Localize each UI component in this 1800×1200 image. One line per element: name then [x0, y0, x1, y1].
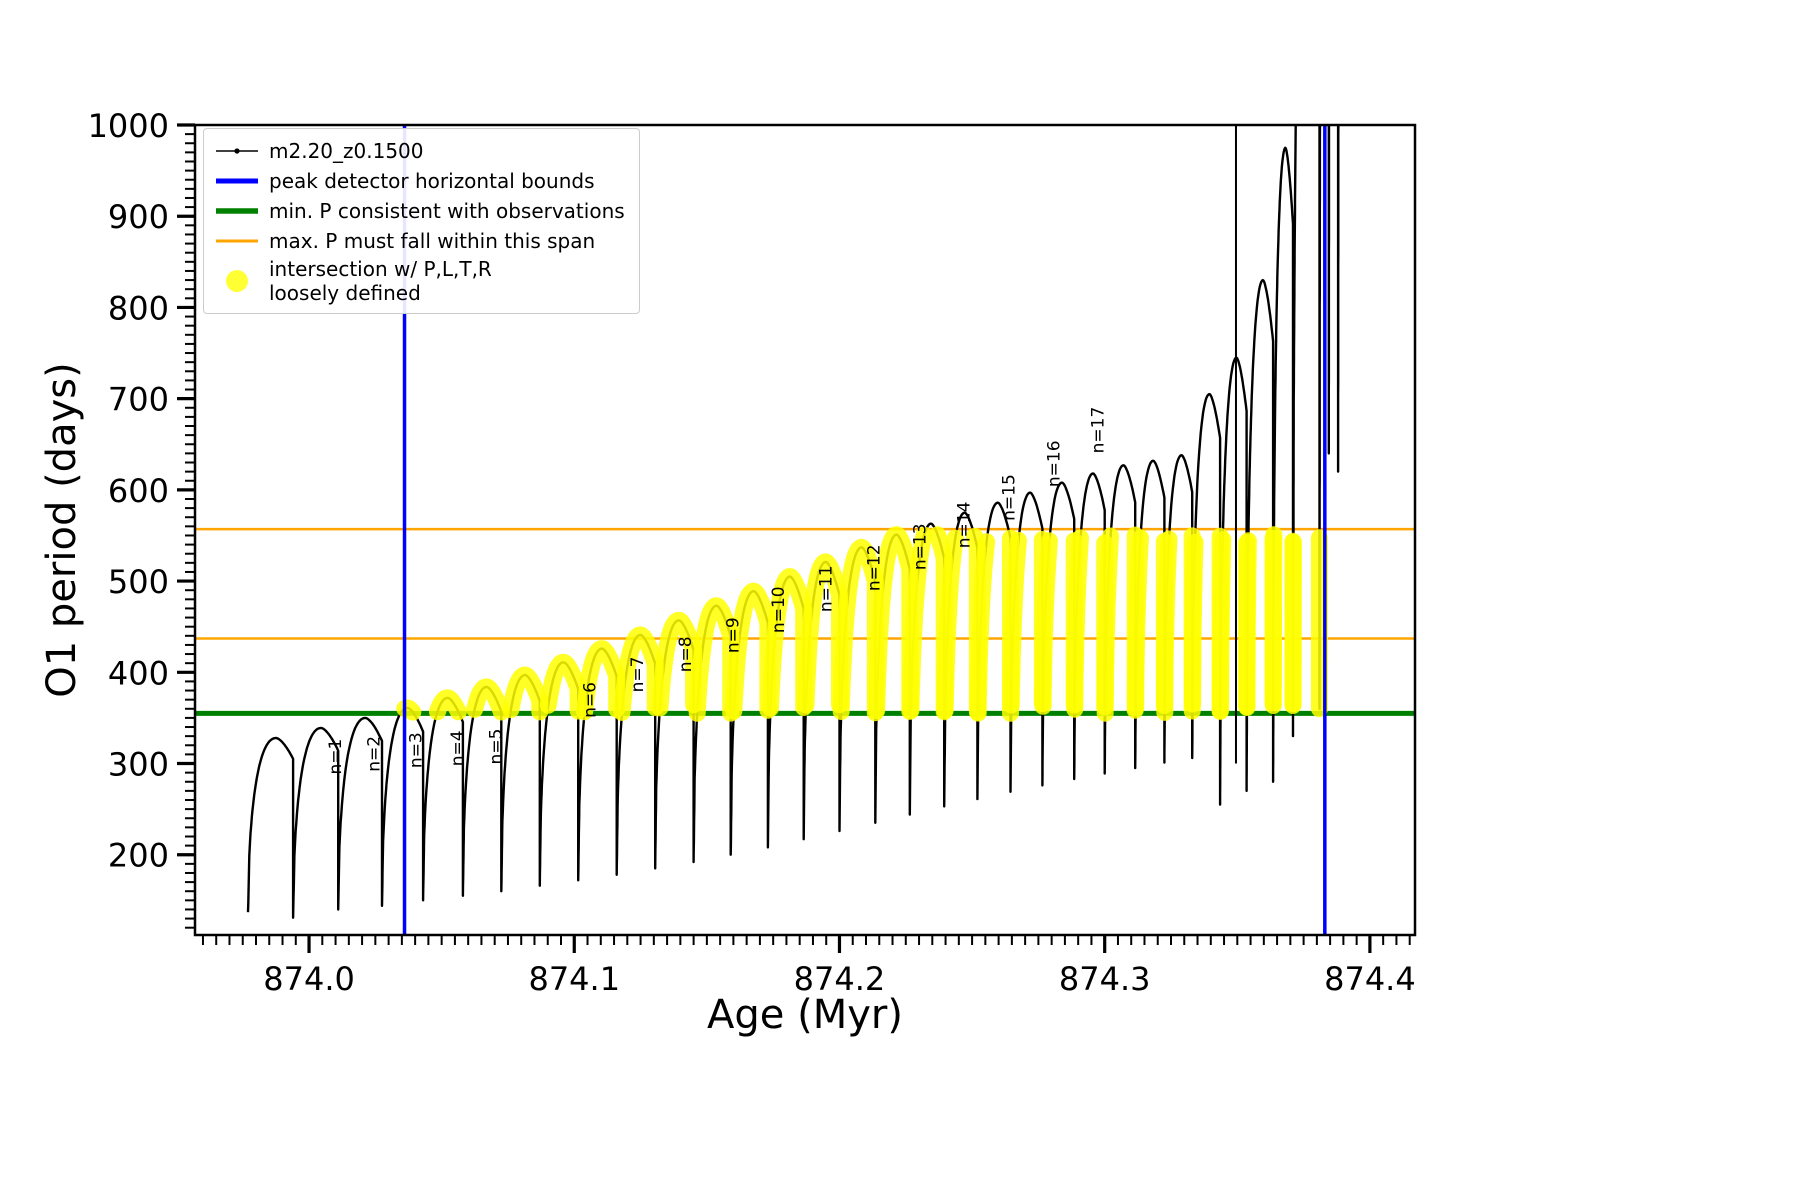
n-annotations: n=1 n=2 n=3 n=4 n=5 n=6 n=7 n=8 n=9 n=10 n=11 n=12 n… — [326, 407, 1108, 775]
highlight-segment — [613, 626, 664, 721]
orange-line-icon — [216, 239, 258, 243]
y-tick-label: 300 — [108, 746, 169, 784]
n-label: n=13 — [911, 523, 931, 570]
n-label: n=2 — [364, 736, 384, 772]
blue-line-icon — [216, 178, 258, 184]
legend-label-intersection: intersection w/ P,L,T,R loosely defined — [269, 257, 492, 305]
n-label: n=7 — [628, 657, 648, 693]
y-tick-label: 400 — [108, 654, 169, 692]
y-tick-label: 200 — [108, 837, 169, 875]
legend-item-min-p: min. P consistent with observations — [214, 197, 625, 225]
highlight-segment — [576, 640, 626, 721]
highlight-segment — [539, 653, 587, 720]
n-label: n=3 — [407, 732, 427, 768]
n-label: n=12 — [864, 544, 884, 591]
y-tick-label: 700 — [108, 381, 169, 419]
y-tick-label: 500 — [108, 563, 169, 601]
highlight-segment — [1066, 529, 1089, 718]
highlight-segment — [1184, 533, 1204, 713]
x-tick-label: 874.4 — [1324, 960, 1416, 998]
axes-frame — [193, 123, 1417, 937]
y-tick-label: 800 — [108, 289, 169, 327]
highlight-segment — [502, 666, 549, 721]
highlight-segment — [1034, 532, 1058, 715]
legend-label-min-p: min. P consistent with observations — [269, 199, 625, 223]
n-label: n=15 — [1000, 474, 1020, 521]
y-axis-label: O1 period (days) — [39, 362, 85, 698]
green-line-icon — [216, 208, 258, 214]
highlight-segment — [466, 678, 510, 721]
highlight-segment — [1238, 532, 1257, 716]
n-label: n=4 — [448, 730, 468, 766]
axis-ticks: 874.0 874.1 874.2 874.3 874.4 200 300 400 500 600… — [88, 107, 1416, 998]
highlight-segment — [1264, 526, 1283, 714]
x-tick-label: 874.2 — [794, 960, 886, 998]
highlight-segment — [902, 526, 933, 719]
highlight-segment — [688, 597, 740, 722]
n-label: n=6 — [580, 682, 600, 718]
legend-item-intersection: intersection w/ P,L,T,R loosely defined — [214, 257, 625, 305]
highlight-segment — [1127, 529, 1149, 717]
legend-item-peak-bounds: peak detector horizontal bounds — [214, 167, 625, 195]
x-tick-label: 874.1 — [528, 960, 620, 998]
yellow-blob-icon — [226, 270, 248, 292]
n-label: n=9 — [724, 617, 744, 653]
highlight-segment — [969, 533, 996, 722]
n-label: n=8 — [676, 636, 696, 672]
legend-label-max-p: max. P must fall within this span — [269, 229, 596, 253]
n-label: n=14 — [954, 502, 974, 549]
legend-item-max-p: max. P must fall within this span — [214, 227, 625, 255]
x-axis-label: Age (Myr) — [707, 992, 903, 1038]
series-line-icon — [216, 148, 258, 154]
data-curve-layer — [246, 125, 1340, 919]
y-tick-label: 900 — [108, 198, 169, 236]
legend-label-series: m2.20_z0.1500 — [269, 139, 424, 163]
legend: m2.20_z0.1500 peak detector horizontal b… — [203, 128, 640, 314]
n-label: n=5 — [486, 729, 506, 765]
highlight-segment — [936, 529, 964, 719]
highlight-segment — [1096, 527, 1120, 722]
n-label: n=11 — [817, 565, 837, 612]
highlight-segment — [651, 611, 703, 717]
y-tick-label: 1000 — [88, 107, 169, 145]
n-label: n=1 — [326, 739, 346, 775]
x-tick-label: 874.0 — [263, 960, 355, 998]
x-tick-label: 874.3 — [1059, 960, 1151, 998]
n-label: n=17 — [1088, 407, 1108, 454]
legend-label-peak-bounds: peak detector horizontal bounds — [269, 169, 595, 193]
highlight-segment — [429, 689, 467, 721]
legend-item-series: m2.20_z0.1500 — [214, 137, 625, 165]
y-tick-label: 600 — [108, 472, 169, 510]
n-label: n=16 — [1045, 440, 1065, 487]
highlight-segment — [1156, 530, 1178, 721]
n-label: n=10 — [769, 586, 789, 633]
highlight-segment — [1212, 531, 1232, 720]
highlight-segment — [1002, 531, 1027, 714]
